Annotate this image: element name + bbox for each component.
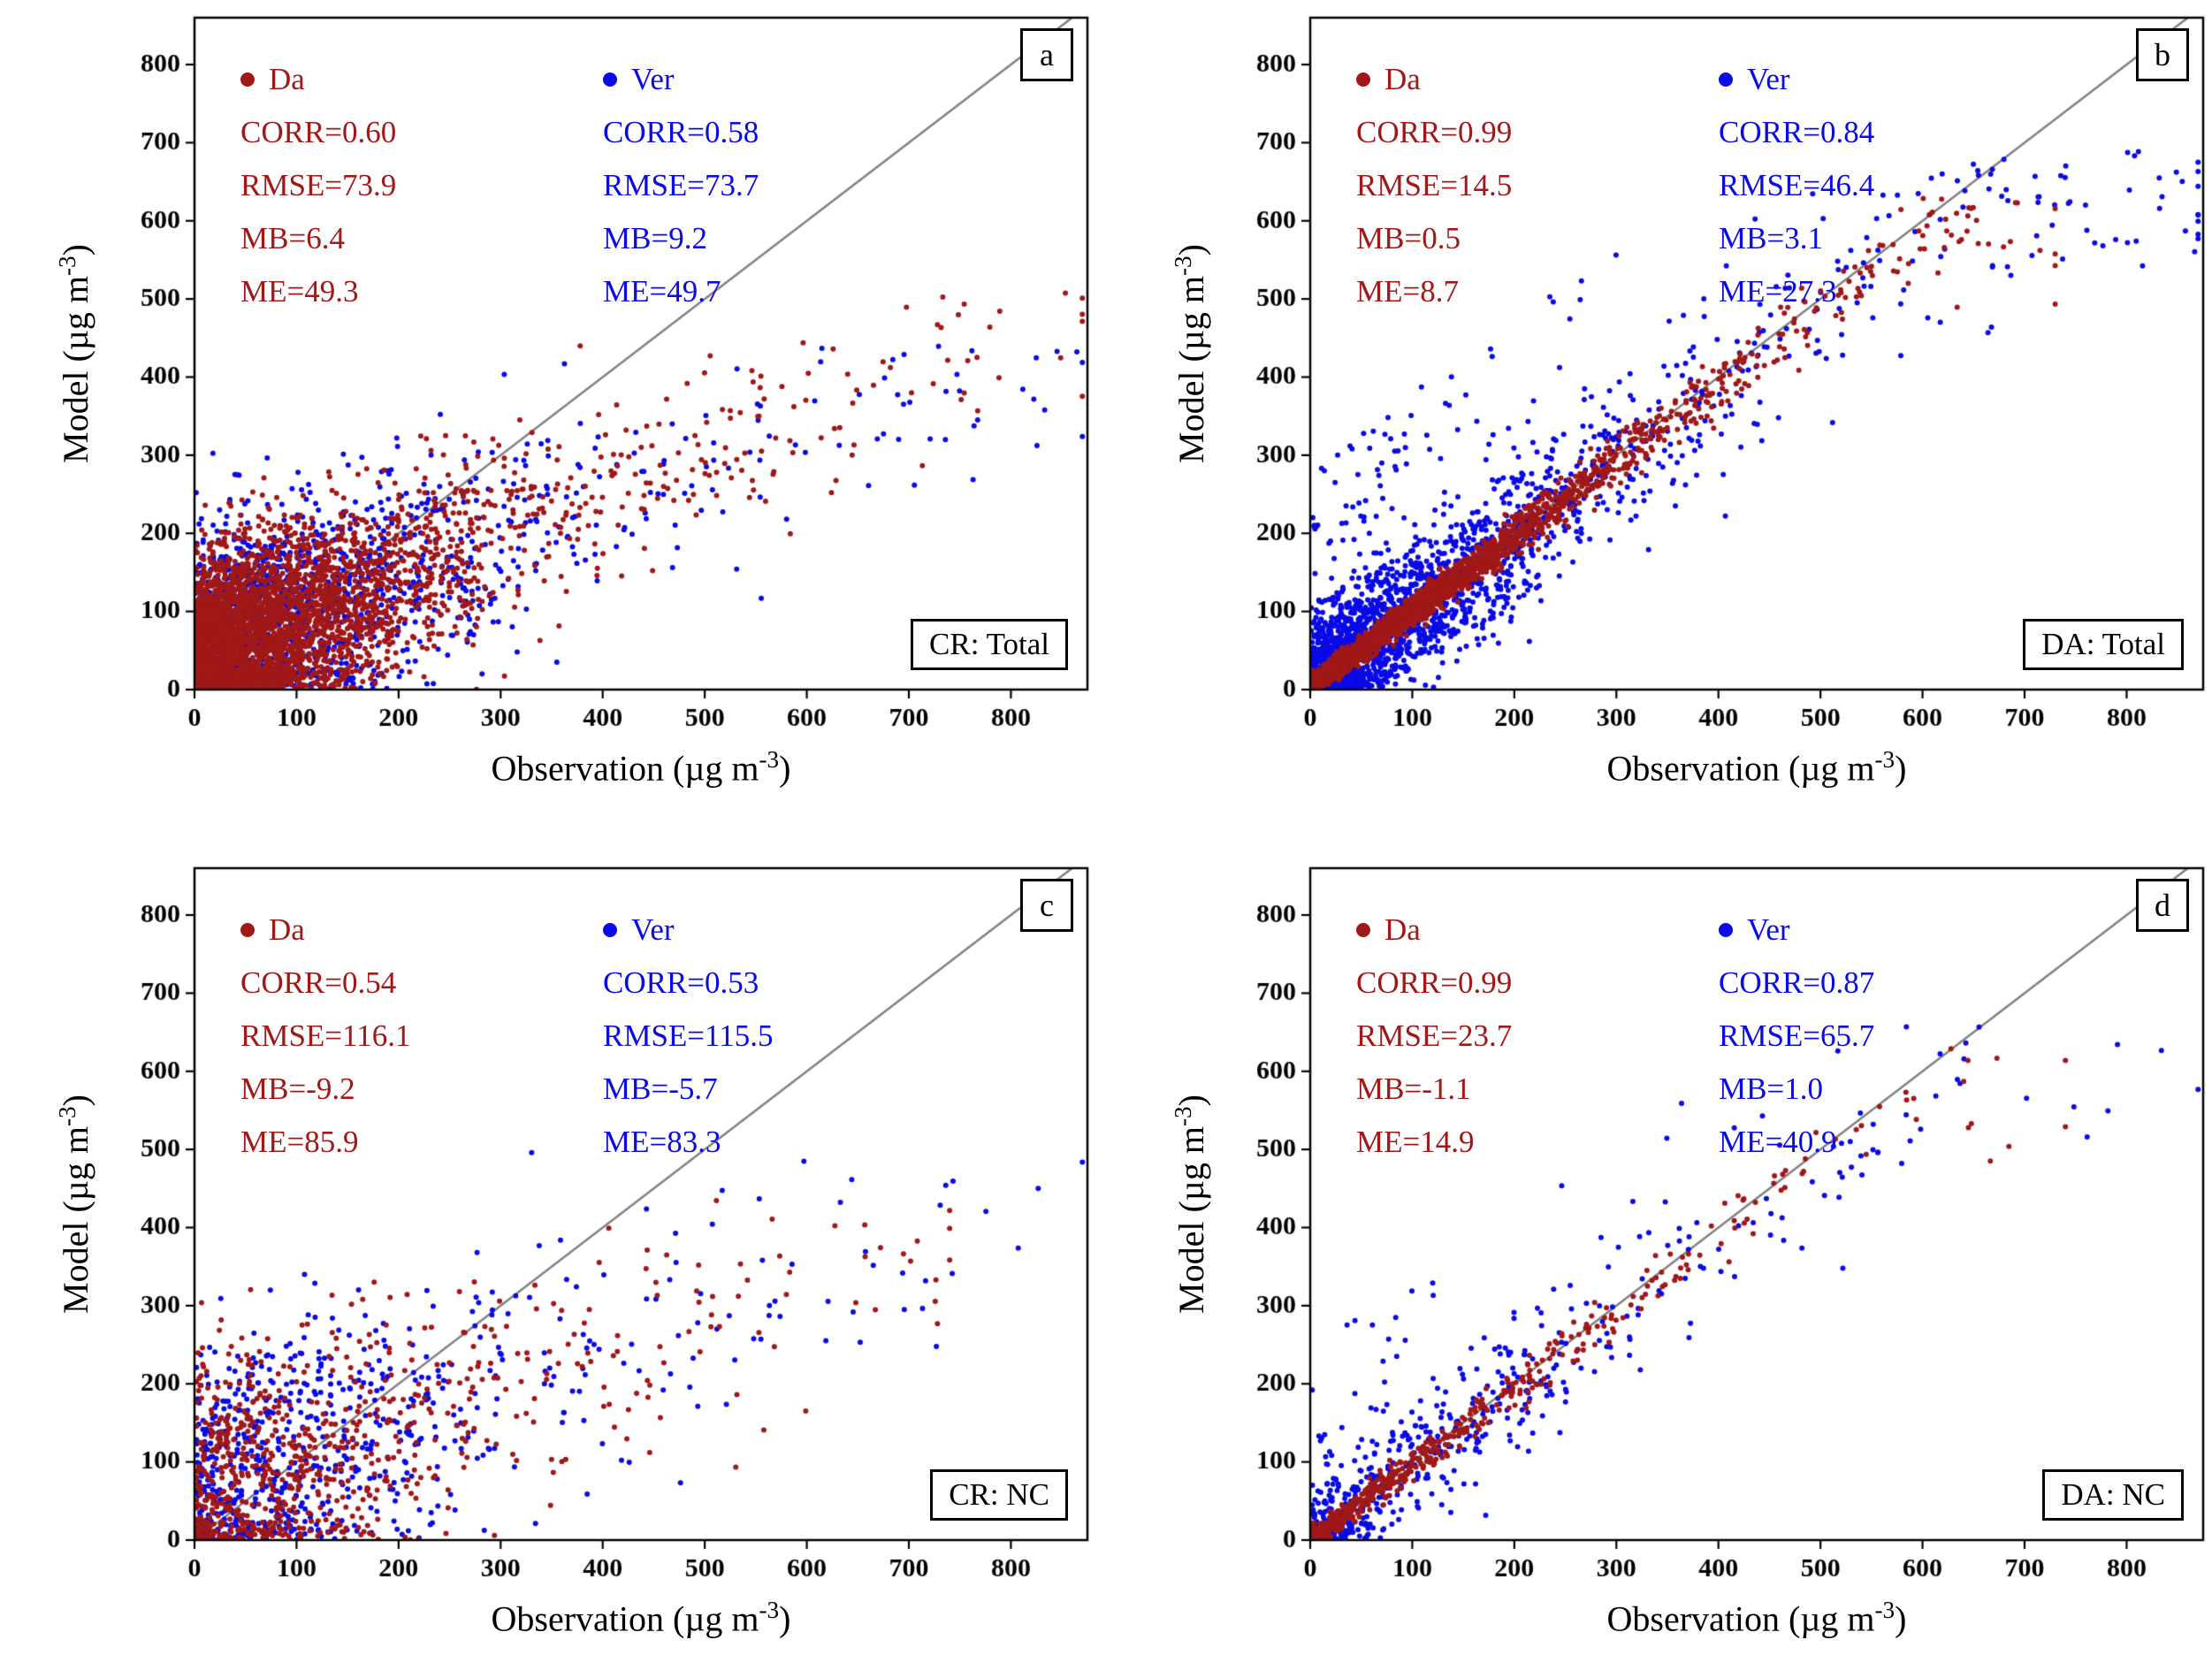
da-rmse: RMSE=14.5 (1356, 168, 1513, 202)
ver-mb: MB=3.1 (1719, 221, 1823, 255)
ver-corr: CORR=0.53 (603, 965, 759, 1000)
panel-tag: CR: NC (930, 1469, 1068, 1521)
ver-series-label: Ver (1747, 62, 1790, 96)
panel-letter: c (1020, 879, 1073, 932)
panel-b: Model (µg m-3) Observation (µg m-3) b DA… (1169, 9, 2212, 805)
da-corr: CORR=0.99 (1356, 965, 1513, 1000)
da-series-dot (1356, 923, 1370, 937)
ver-mb: MB=1.0 (1719, 1072, 1823, 1106)
da-me: ME=85.9 (240, 1125, 359, 1159)
da-series-dot (240, 72, 255, 87)
da-mb: MB=-9.2 (240, 1072, 355, 1106)
x-axis-label: Observation (µg m-3) (1606, 1597, 1907, 1639)
ver-me: ME=27.3 (1719, 274, 1837, 309)
legend-ver: Ver CORR=0.53 RMSE=115.5 MB=-5.7 ME=83.3 (603, 904, 774, 1169)
panel-tag: DA: Total (2023, 619, 2184, 670)
legend-da: Da CORR=0.54 RMSE=116.1 MB=-9.2 ME=85.9 (240, 904, 411, 1169)
x-axis-label: Observation (µg m-3) (491, 1597, 791, 1639)
panel-tag: CR: Total (911, 619, 1068, 670)
legend-da: Da CORR=0.60 RMSE=73.9 MB=6.4 ME=49.3 (240, 53, 396, 318)
panel-d: Model (µg m-3) Observation (µg m-3) d DA… (1169, 859, 2212, 1655)
da-mb: MB=0.5 (1356, 221, 1461, 255)
ver-mb: MB=-5.7 (603, 1072, 718, 1106)
ver-series-dot (1719, 923, 1733, 937)
scatter-canvas-b (1222, 9, 2212, 734)
da-series-dot (1356, 72, 1370, 87)
ver-rmse: RMSE=46.4 (1719, 168, 1875, 202)
da-corr: CORR=0.60 (240, 115, 397, 149)
legend-ver: Ver CORR=0.84 RMSE=46.4 MB=3.1 ME=27.3 (1719, 53, 1874, 318)
ver-rmse: RMSE=73.7 (603, 168, 759, 202)
da-me: ME=49.3 (240, 274, 359, 309)
legend-da: Da CORR=0.99 RMSE=14.5 MB=0.5 ME=8.7 (1356, 53, 1512, 318)
da-series-label: Da (1384, 62, 1421, 96)
ver-me: ME=40.9 (1719, 1125, 1837, 1159)
y-axis-label: Model (µg m-3) (1169, 244, 1212, 463)
da-me: ME=14.9 (1356, 1125, 1475, 1159)
ver-rmse: RMSE=115.5 (603, 1018, 774, 1053)
panel-c: Model (µg m-3) Observation (µg m-3) c CR… (53, 859, 1096, 1655)
scatter-canvas-a (106, 9, 1096, 734)
panel-letter: a (1020, 28, 1073, 81)
panel-tag: DA: NC (2042, 1469, 2184, 1521)
scatter-canvas-d (1222, 859, 2212, 1584)
ver-mb: MB=9.2 (603, 221, 707, 255)
da-series-dot (240, 923, 255, 937)
panel-a: Model (µg m-3) Observation (µg m-3) a CR… (53, 9, 1096, 805)
da-rmse: RMSE=73.9 (240, 168, 397, 202)
x-axis-label: Observation (µg m-3) (491, 746, 791, 789)
ver-series-label: Ver (631, 912, 675, 947)
scatter-canvas-c (106, 859, 1096, 1584)
legend-ver: Ver CORR=0.87 RMSE=65.7 MB=1.0 ME=40.9 (1719, 904, 1874, 1169)
ver-corr: CORR=0.58 (603, 115, 759, 149)
x-axis-label: Observation (µg m-3) (1606, 746, 1907, 789)
ver-series-label: Ver (631, 62, 675, 96)
ver-corr: CORR=0.84 (1719, 115, 1875, 149)
y-axis-label: Model (µg m-3) (1169, 1094, 1212, 1314)
panel-letter: d (2136, 879, 2189, 932)
da-corr: CORR=0.54 (240, 965, 397, 1000)
ver-series-dot (603, 923, 617, 937)
y-axis-label: Model (µg m-3) (53, 1094, 96, 1314)
ver-series-label: Ver (1747, 912, 1790, 947)
ver-series-dot (1719, 72, 1733, 87)
da-rmse: RMSE=23.7 (1356, 1018, 1513, 1053)
da-series-label: Da (269, 62, 305, 96)
da-mb: MB=6.4 (240, 221, 345, 255)
ver-corr: CORR=0.87 (1719, 965, 1875, 1000)
legend-da: Da CORR=0.99 RMSE=23.7 MB=-1.1 ME=14.9 (1356, 904, 1512, 1169)
da-me: ME=8.7 (1356, 274, 1459, 309)
panel-letter: b (2136, 28, 2189, 81)
legend-ver: Ver CORR=0.58 RMSE=73.7 MB=9.2 ME=49.7 (603, 53, 759, 318)
y-axis-label: Model (µg m-3) (53, 244, 96, 463)
da-corr: CORR=0.99 (1356, 115, 1513, 149)
ver-me: ME=83.3 (603, 1125, 721, 1159)
ver-rmse: RMSE=65.7 (1719, 1018, 1875, 1053)
da-series-label: Da (269, 912, 305, 947)
ver-series-dot (603, 72, 617, 87)
ver-me: ME=49.7 (603, 274, 721, 309)
da-series-label: Da (1384, 912, 1421, 947)
da-rmse: RMSE=116.1 (240, 1018, 411, 1053)
da-mb: MB=-1.1 (1356, 1072, 1471, 1106)
